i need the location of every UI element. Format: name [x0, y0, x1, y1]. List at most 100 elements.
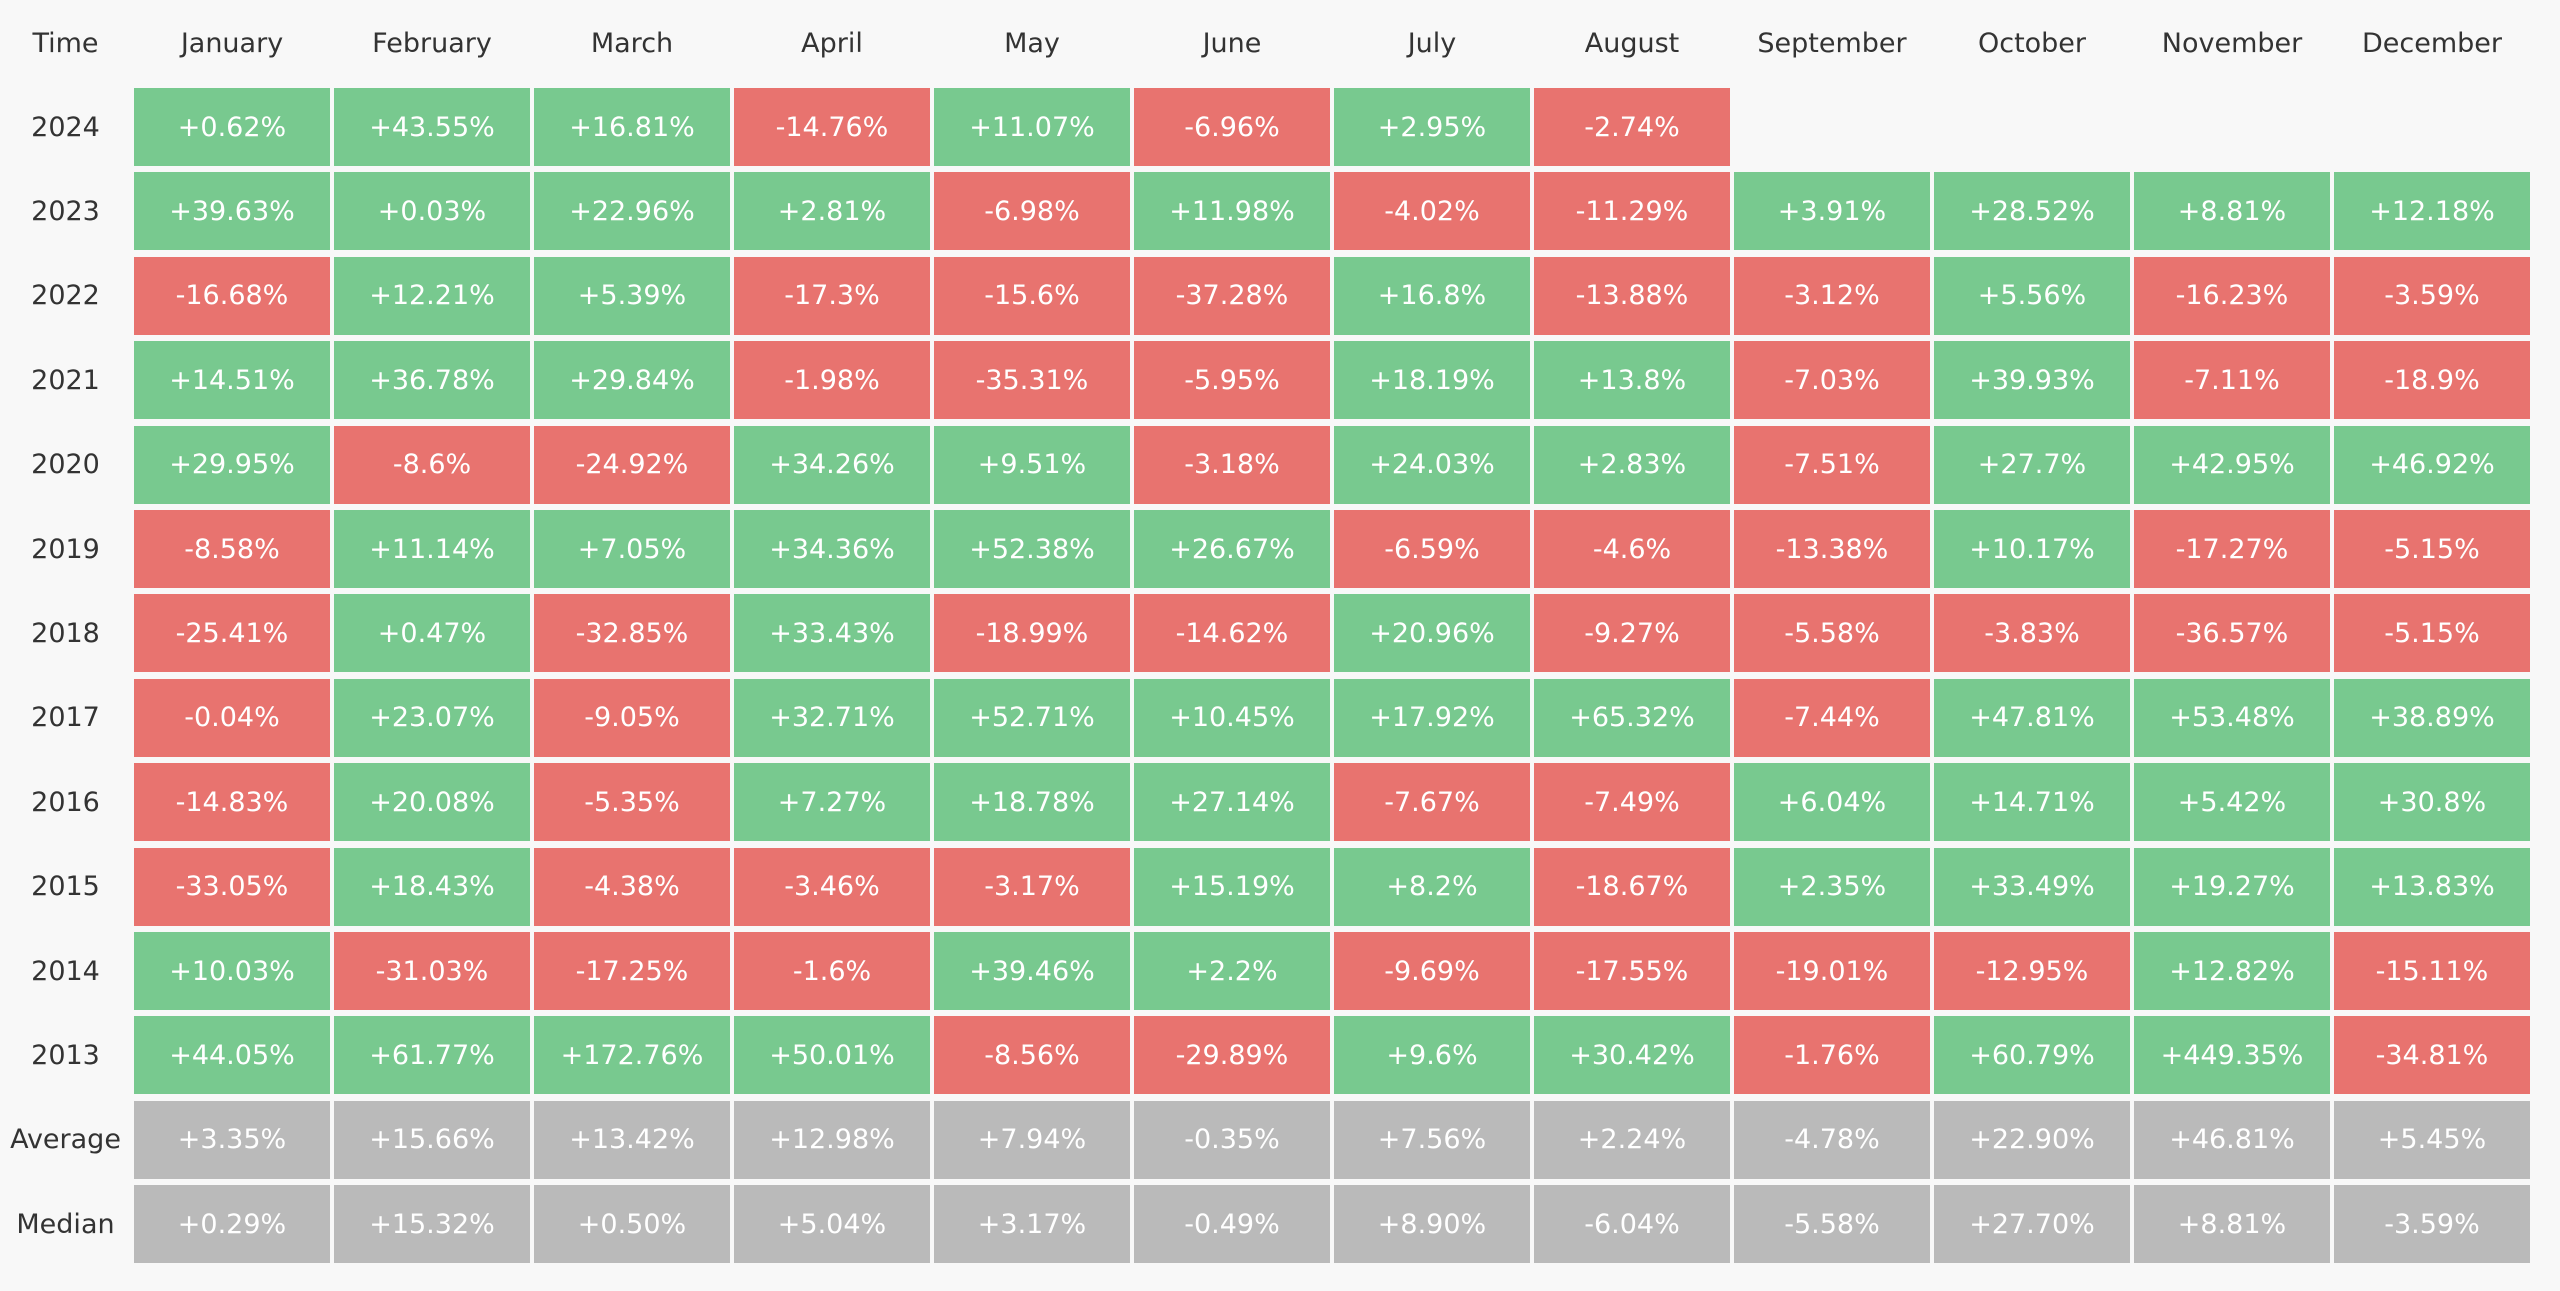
return-cell: -19.01%: [1734, 932, 1930, 1010]
return-cell: -3.83%: [1934, 594, 2130, 673]
return-cell: -25.41%: [134, 594, 330, 673]
return-cell: -15.6%: [934, 256, 1130, 335]
return-cell: -31.03%: [334, 932, 530, 1010]
return-cell: -5.58%: [1734, 594, 1930, 673]
return-cell: +29.95%: [134, 425, 330, 504]
return-cell: +12.21%: [334, 256, 530, 335]
return-cell: +24.03%: [1334, 425, 1530, 504]
return-cell: -5.15%: [2334, 594, 2530, 673]
return-cell: +12.82%: [2134, 932, 2330, 1010]
return-cell: +9.6%: [1334, 1016, 1530, 1095]
column-header: March: [590, 27, 674, 59]
return-cell: -6.98%: [934, 172, 1130, 251]
return-cell: +30.8%: [2334, 763, 2530, 842]
return-cell: +12.18%: [2334, 172, 2530, 251]
row-label: 2021: [31, 364, 100, 396]
return-cell: +27.70%: [1934, 1185, 2130, 1264]
return-cell: +7.56%: [1334, 1100, 1530, 1179]
return-cell: +53.48%: [2134, 678, 2330, 757]
column-header: January: [180, 27, 284, 59]
return-cell: -29.89%: [1134, 1016, 1330, 1095]
return-cell: -9.05%: [534, 678, 730, 757]
return-cell: +47.81%: [1934, 678, 2130, 757]
return-cell: -16.68%: [134, 256, 330, 335]
return-cell: -3.18%: [1134, 425, 1330, 504]
return-cell: +32.71%: [734, 678, 930, 757]
return-cell: -17.3%: [734, 256, 930, 335]
return-cell: +5.56%: [1934, 256, 2130, 335]
return-cell: +13.83%: [2334, 847, 2530, 926]
return-cell: +2.24%: [1534, 1100, 1730, 1179]
return-cell: +8.90%: [1334, 1185, 1530, 1264]
return-cell: +14.51%: [134, 341, 330, 420]
return-cell: -6.96%: [1134, 88, 1330, 166]
return-cell: +5.39%: [534, 256, 730, 335]
return-cell: -4.38%: [534, 847, 730, 926]
return-cell: -6.59%: [1334, 510, 1530, 588]
return-cell: +16.8%: [1334, 256, 1530, 335]
return-cell: +13.8%: [1534, 341, 1730, 420]
return-cell: +8.2%: [1334, 847, 1530, 926]
return-cell: -15.11%: [2334, 932, 2530, 1010]
return-cell: +29.84%: [534, 341, 730, 420]
row-label: 2015: [31, 871, 100, 903]
return-cell: +34.36%: [734, 510, 930, 588]
return-cell: +14.71%: [1934, 763, 2130, 842]
return-cell: -8.6%: [334, 425, 530, 504]
return-cell: +0.47%: [334, 594, 530, 673]
return-cell: -9.69%: [1334, 932, 1530, 1010]
return-cell: -3.46%: [734, 847, 930, 926]
return-cell: +3.91%: [1734, 172, 1930, 251]
column-header: August: [1584, 27, 1680, 59]
return-cell: +44.05%: [134, 1016, 330, 1095]
return-cell: -16.23%: [2134, 256, 2330, 335]
row-label: 2019: [31, 533, 100, 565]
return-cell: +7.05%: [534, 510, 730, 588]
return-cell: -14.76%: [734, 88, 930, 166]
return-cell: -6.04%: [1534, 1185, 1730, 1264]
row-label: 2023: [31, 195, 100, 227]
return-cell: -14.62%: [1134, 594, 1330, 673]
return-cell: -12.95%: [1934, 932, 2130, 1010]
return-cell: -4.78%: [1734, 1100, 1930, 1179]
row-label: 2014: [31, 955, 100, 987]
return-cell: +2.35%: [1734, 847, 1930, 926]
return-cell: +8.81%: [2134, 1185, 2330, 1264]
return-cell: +11.14%: [334, 510, 530, 588]
return-cell: -7.03%: [1734, 341, 1930, 420]
return-cell: +34.26%: [734, 425, 930, 504]
return-cell: +39.93%: [1934, 341, 2130, 420]
row-label: 2013: [31, 1039, 100, 1071]
row-label: Median: [16, 1208, 115, 1240]
return-cell: +6.04%: [1734, 763, 1930, 842]
return-cell: -17.25%: [534, 932, 730, 1010]
return-cell: +7.27%: [734, 763, 930, 842]
return-cell: -4.02%: [1334, 172, 1530, 251]
return-cell: -7.51%: [1734, 425, 1930, 504]
return-cell: -18.67%: [1534, 847, 1730, 926]
return-cell: -11.29%: [1534, 172, 1730, 251]
return-cell: -7.11%: [2134, 341, 2330, 420]
return-cell: +5.45%: [2334, 1100, 2530, 1179]
column-header: July: [1407, 27, 1457, 59]
return-cell: +10.03%: [134, 932, 330, 1010]
return-cell: +11.07%: [934, 88, 1130, 166]
return-cell: -3.17%: [934, 847, 1130, 926]
return-cell: -18.99%: [934, 594, 1130, 673]
return-cell: +30.42%: [1534, 1016, 1730, 1095]
return-cell: +22.96%: [534, 172, 730, 251]
return-cell: -32.85%: [534, 594, 730, 673]
return-cell: -8.58%: [134, 510, 330, 588]
column-header: May: [1004, 27, 1060, 59]
return-cell: -8.56%: [934, 1016, 1130, 1095]
return-cell: -1.6%: [734, 932, 930, 1010]
return-cell: +27.14%: [1134, 763, 1330, 842]
row-label: Average: [10, 1124, 121, 1156]
return-cell: +52.71%: [934, 678, 1130, 757]
return-cell: +9.51%: [934, 425, 1130, 504]
return-cell: -17.27%: [2134, 510, 2330, 588]
return-cell: -2.74%: [1534, 88, 1730, 166]
return-cell: +13.42%: [534, 1100, 730, 1179]
return-cell: -7.49%: [1534, 763, 1730, 842]
